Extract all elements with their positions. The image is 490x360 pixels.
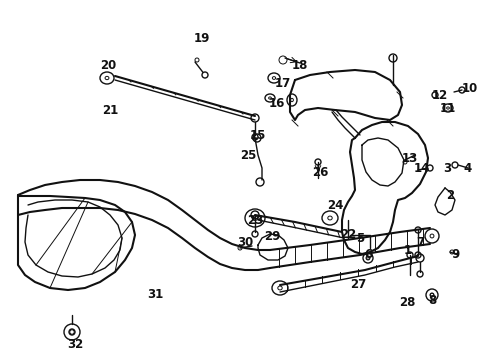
Text: 9: 9 — [451, 248, 459, 261]
Text: 16: 16 — [269, 96, 285, 109]
Text: 4: 4 — [464, 162, 472, 175]
Text: 14: 14 — [414, 162, 430, 175]
Text: 29: 29 — [264, 230, 280, 243]
Text: 31: 31 — [147, 288, 163, 302]
Circle shape — [202, 72, 208, 78]
Text: 10: 10 — [462, 81, 478, 95]
Text: 24: 24 — [327, 198, 343, 212]
Text: 15: 15 — [250, 129, 266, 141]
Text: 18: 18 — [292, 59, 308, 72]
Text: 17: 17 — [275, 77, 291, 90]
Text: 13: 13 — [402, 152, 418, 165]
Text: 2: 2 — [446, 189, 454, 202]
Text: 1: 1 — [404, 243, 412, 256]
Text: 27: 27 — [350, 279, 366, 292]
Text: 30: 30 — [237, 235, 253, 248]
Text: 3: 3 — [443, 162, 451, 175]
Text: 8: 8 — [428, 293, 436, 306]
Text: 21: 21 — [102, 104, 118, 117]
Text: 22: 22 — [340, 229, 356, 242]
Text: 19: 19 — [194, 32, 210, 45]
Text: 11: 11 — [440, 102, 456, 114]
Text: 7: 7 — [416, 235, 424, 248]
Text: 32: 32 — [67, 338, 83, 351]
Text: 26: 26 — [312, 166, 328, 179]
Text: 28: 28 — [399, 296, 415, 309]
Text: 23: 23 — [247, 213, 263, 226]
Text: 5: 5 — [356, 231, 364, 244]
Text: 20: 20 — [100, 59, 116, 72]
Text: 25: 25 — [240, 149, 256, 162]
Text: 12: 12 — [432, 89, 448, 102]
Text: 6: 6 — [364, 248, 372, 261]
